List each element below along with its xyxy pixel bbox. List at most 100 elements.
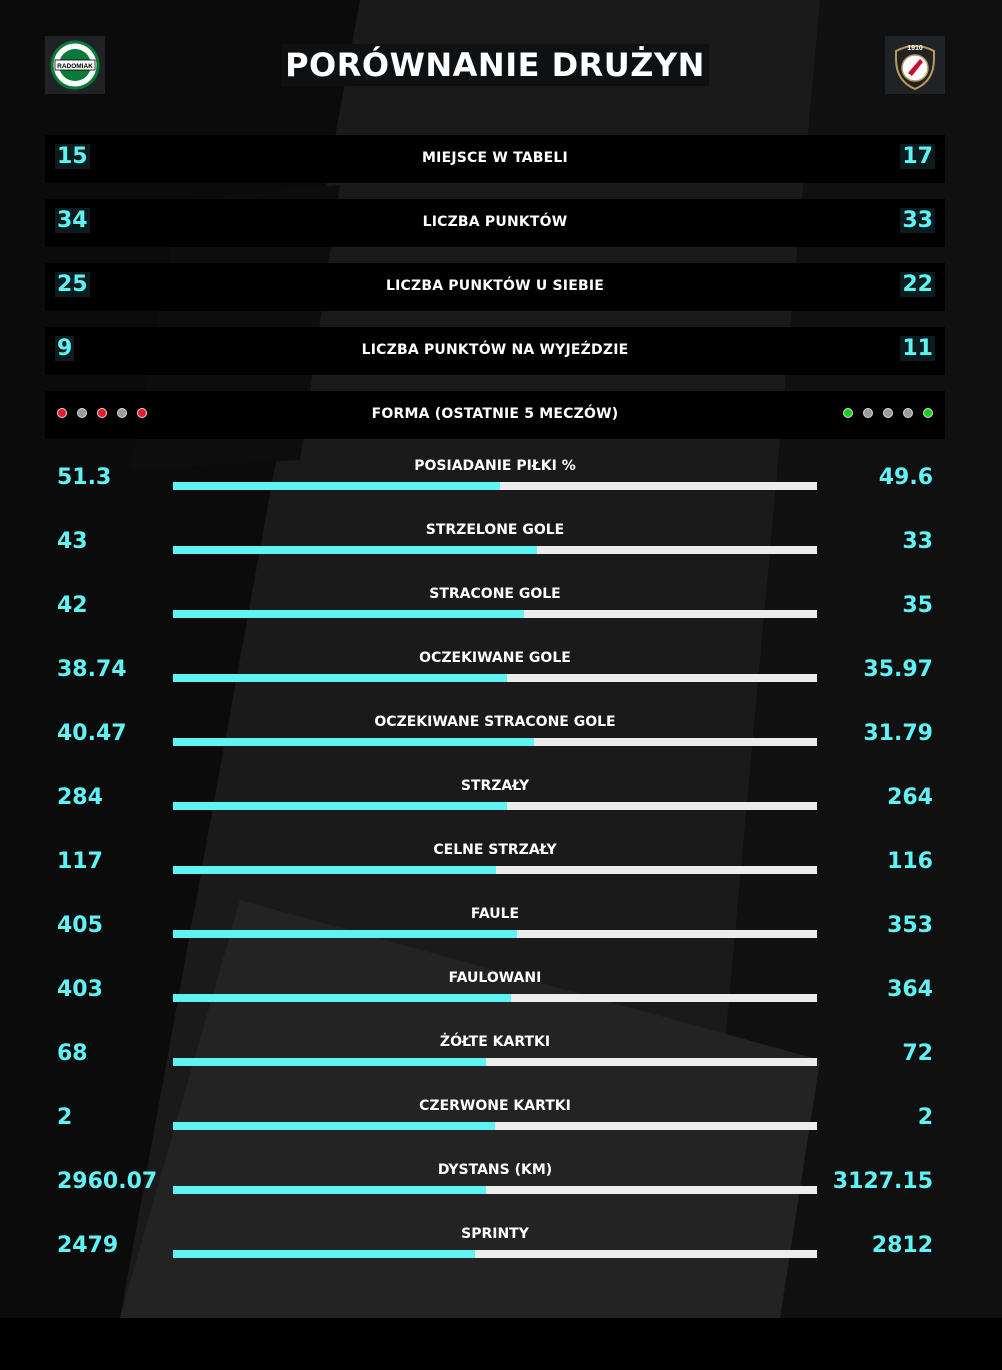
comparison-bar-fill [173, 738, 534, 746]
stat-row: 2960.07 DYSTANS (KM) 3127.15 [45, 1159, 945, 1223]
home-value: 284 [57, 785, 103, 810]
comparison-bar [173, 1250, 817, 1258]
summary-row-home-points: 25 LICZBA PUNKTÓW U SIEBIE 22 [45, 263, 945, 311]
away-value: 33 [902, 529, 933, 554]
home-value: 2960.07 [57, 1169, 158, 1194]
home-value: 34 [55, 208, 90, 233]
away-value: 35.97 [863, 657, 933, 682]
form-dot-loss [137, 408, 147, 418]
form-dot-win [923, 408, 933, 418]
comparison-bar-fill [173, 482, 501, 490]
form-dot-draw [863, 408, 873, 418]
stat-row: 43 STRZELONE GOLE 33 [45, 519, 945, 583]
away-value: 116 [887, 849, 933, 874]
away-value: 22 [900, 272, 935, 297]
stat-row: 284 STRZAŁY 264 [45, 775, 945, 839]
form-dot-loss [57, 408, 67, 418]
comparison-bar-fill [173, 1186, 487, 1194]
stat-label: STRZAŁY [460, 778, 530, 794]
stat-label: SPRINTY [461, 1226, 529, 1242]
away-team-badge[interactable]: 1910 [885, 36, 945, 94]
home-value: 117 [57, 849, 103, 874]
form-row: FORMA (OSTATNIE 5 MECZÓW) [45, 391, 945, 439]
home-team-badge[interactable]: RADOMIAK [45, 36, 105, 94]
stat-label: ŻÓŁTE KARTKI [439, 1034, 551, 1050]
comparison-bar-fill [173, 1058, 486, 1066]
comparison-bar-fill [173, 1250, 475, 1258]
home-value: 15 [55, 144, 90, 169]
stats-bars: 51.3 POSIADANIE PIŁKI % 49.6 43 STRZELONE GO… [45, 455, 945, 1287]
comparison-bar [173, 610, 817, 618]
comparison-bar [173, 1058, 817, 1066]
stat-label: LICZBA PUNKTÓW [422, 214, 568, 230]
stat-label: LICZBA PUNKTÓW NA WYJEŹDZIE [361, 342, 629, 358]
form-dot-win [843, 408, 853, 418]
away-value: 33 [900, 208, 935, 233]
stat-label: FAULOWANI [448, 970, 542, 986]
away-value: 17 [900, 144, 935, 169]
away-value: 3127.15 [832, 1169, 933, 1194]
stat-row: 40.47 OCZEKIWANE STRACONE GOLE 31.79 [45, 711, 945, 775]
summary-row-position: 15 MIEJSCE W TABELI 17 [45, 135, 945, 183]
comparison-bar [173, 802, 817, 810]
comparison-bar-fill [173, 546, 538, 554]
comparison-bar [173, 546, 817, 554]
stat-row: 38.74 OCZEKIWANE GOLE 35.97 [45, 647, 945, 711]
stat-row: 42 STRACONE GOLE 35 [45, 583, 945, 647]
crest-text: RADOMIAK [57, 63, 93, 70]
comparison-bar [173, 674, 817, 682]
stat-row: 405 FAULE 353 [45, 903, 945, 967]
header: RADOMIAK PORÓWNANIE DRUŻYN 1910 [45, 36, 945, 96]
away-value: 2 [917, 1105, 933, 1130]
home-value: 2 [57, 1105, 73, 1130]
stat-label: CELNE STRZAŁY [433, 842, 557, 858]
stat-label: STRACONE GOLE [429, 586, 561, 602]
home-value: 2479 [57, 1233, 119, 1258]
away-value: 49.6 [878, 465, 933, 490]
comparison-bar-fill [173, 866, 497, 874]
stat-row: 2479 SPRINTY 2812 [45, 1223, 945, 1287]
away-value: 31.79 [863, 721, 933, 746]
form-dot-draw [903, 408, 913, 418]
home-value: 405 [57, 913, 103, 938]
comparison-bar-fill [173, 802, 507, 810]
stat-label: MIEJSCE W TABELI [422, 150, 568, 166]
comparison-bar [173, 994, 817, 1002]
stat-label: OCZEKIWANE STRACONE GOLE [374, 714, 616, 730]
widzew-crest-icon: 1910 [895, 45, 935, 91]
away-value: 35 [902, 593, 933, 618]
stat-row: 403 FAULOWANI 364 [45, 967, 945, 1031]
stat-label: FAULE [470, 906, 520, 922]
comparison-bar [173, 738, 817, 746]
away-value: 11 [900, 336, 935, 361]
comparison-bar-fill [173, 994, 512, 1002]
stats-list: 15 MIEJSCE W TABELI 17 34 LICZBA PUNKTÓW… [45, 135, 945, 1287]
svg-text:1910: 1910 [907, 45, 923, 52]
stat-label: OCZEKIWANE GOLE [419, 650, 571, 666]
comparison-bar [173, 1186, 817, 1194]
comparison-bar-fill [173, 610, 525, 618]
page-title: PORÓWNANIE DRUŻYN [281, 44, 709, 86]
away-value: 2812 [871, 1233, 933, 1258]
home-value: 42 [57, 593, 88, 618]
radomiak-crest-icon: RADOMIAK [50, 40, 100, 90]
home-value: 25 [55, 272, 90, 297]
home-value: 9 [55, 336, 75, 361]
stat-row: 51.3 POSIADANIE PIŁKI % 49.6 [45, 455, 945, 519]
comparison-bar-fill [173, 1122, 495, 1130]
stat-row: 68 ŻÓŁTE KARTKI 72 [45, 1031, 945, 1095]
stat-label: CZERWONE KARTKI [419, 1098, 571, 1114]
comparison-bar [173, 930, 817, 938]
comparison-bar [173, 482, 817, 490]
summary-row-points: 34 LICZBA PUNKTÓW 33 [45, 199, 945, 247]
form-dot-draw [117, 408, 127, 418]
away-value: 72 [902, 1041, 933, 1066]
form-dot-draw [77, 408, 87, 418]
home-value: 43 [57, 529, 88, 554]
summary-row-away-points: 9 LICZBA PUNKTÓW NA WYJEŹDZIE 11 [45, 327, 945, 375]
home-value: 38.74 [57, 657, 127, 682]
stat-label: DYSTANS (KM) [437, 1162, 553, 1178]
away-form-dots [843, 408, 933, 418]
stat-row: 117 CELNE STRZAŁY 116 [45, 839, 945, 903]
